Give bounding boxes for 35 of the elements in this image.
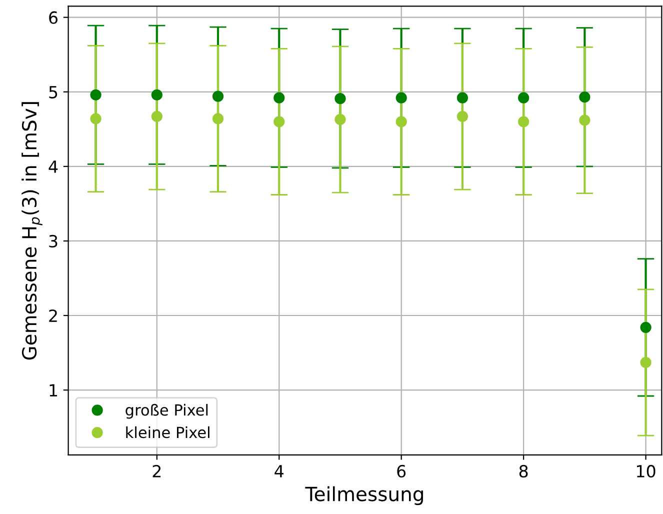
point — [518, 116, 530, 128]
point — [396, 116, 407, 128]
point — [151, 110, 162, 122]
legend-label: große Pixel — [126, 404, 208, 419]
point — [579, 92, 590, 103]
x-tick-label: 8 — [519, 464, 528, 478]
x-axis-title: Teilmessung — [305, 486, 423, 506]
point — [334, 93, 346, 104]
legend-label: kleine Pixel — [126, 426, 210, 438]
point — [90, 89, 102, 100]
point — [456, 92, 468, 104]
y-tick-label: 6 — [49, 11, 58, 24]
x-tick-label: 6 — [397, 464, 406, 478]
x-tick-label: 4 — [274, 465, 284, 478]
point — [334, 114, 346, 126]
point — [456, 110, 468, 122]
point — [518, 92, 530, 104]
y-tick-label: 5 — [49, 86, 58, 98]
x-tick-label: 10 — [637, 464, 656, 478]
y-axis-title: Gemessene H$_{p}$(3) in [mSv] — [22, 102, 42, 360]
y-tick-label: 3 — [49, 234, 58, 248]
x-tick-label: 2 — [152, 464, 161, 478]
y-tick-label: 1 — [50, 384, 58, 396]
point — [396, 92, 407, 104]
point — [90, 113, 102, 124]
point — [579, 114, 590, 126]
y-tick-label: 2 — [49, 309, 57, 322]
point — [151, 89, 162, 100]
point — [274, 92, 285, 104]
point — [640, 356, 652, 368]
point — [640, 322, 652, 333]
point — [212, 113, 224, 124]
point — [212, 90, 224, 102]
y-tick-label: 4 — [48, 160, 58, 173]
point — [274, 116, 285, 128]
